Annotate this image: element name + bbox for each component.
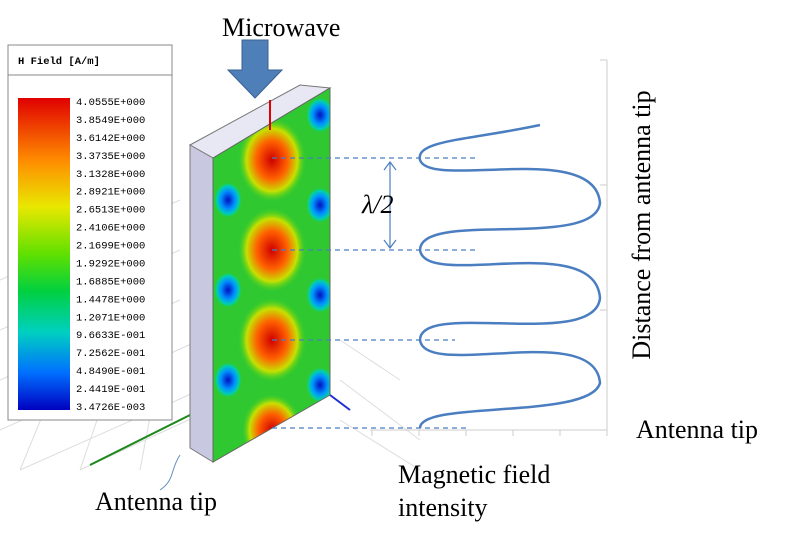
microwave-label: Microwave [222,13,340,42]
leader-line [160,455,180,490]
plot-antenna-tip-label: Antenna tip [636,415,758,444]
legend-label: 4.0555E+000 [76,97,145,109]
plot-axes [370,60,607,436]
axis-x-3d [330,395,350,410]
slab-side [190,145,213,462]
microwave-arrow [228,40,282,98]
figure: H Field [A/m] 4.0555E+000 3.8549E+000 3.61… [0,0,798,535]
legend-label: 2.1699E+000 [76,241,145,253]
legend-label: 2.4106E+000 [76,223,145,235]
legend-label: 3.4726E-003 [76,402,145,414]
color-bar [18,98,70,410]
legend-label: 3.6142E+000 [76,133,145,145]
legend-label: 1.9292E+000 [76,258,145,270]
y-axis-label: Distance from antenna tip [627,90,656,359]
field-profile [420,125,600,428]
half-wavelength-label: λ/2 [361,190,393,219]
legend-label: 3.3735E+000 [76,151,145,163]
legend-label: 2.8921E+000 [76,187,145,199]
legend-label: 9.6633E-001 [76,330,145,342]
figure-graphics: H Field [A/m] 4.0555E+000 3.8549E+000 3.61… [0,0,798,535]
legend-label: 1.2071E+000 [76,312,145,324]
x-axis-label: Magnetic field intensity [398,458,618,524]
legend-label: 3.1328E+000 [76,169,145,181]
legend-title: H Field [A/m] [18,56,100,68]
model-antenna-tip-label: Antenna tip [95,487,217,516]
legend-label: 7.2562E-001 [76,348,145,360]
legend-label: 2.4419E-001 [76,384,145,396]
legend-label: 3.8549E+000 [76,115,145,127]
legend-label: 2.6513E+000 [76,205,145,217]
legend-label: 1.4478E+000 [76,294,145,306]
legend-label: 1.6885E+000 [76,276,145,288]
legend-label: 4.8490E-001 [76,366,145,378]
